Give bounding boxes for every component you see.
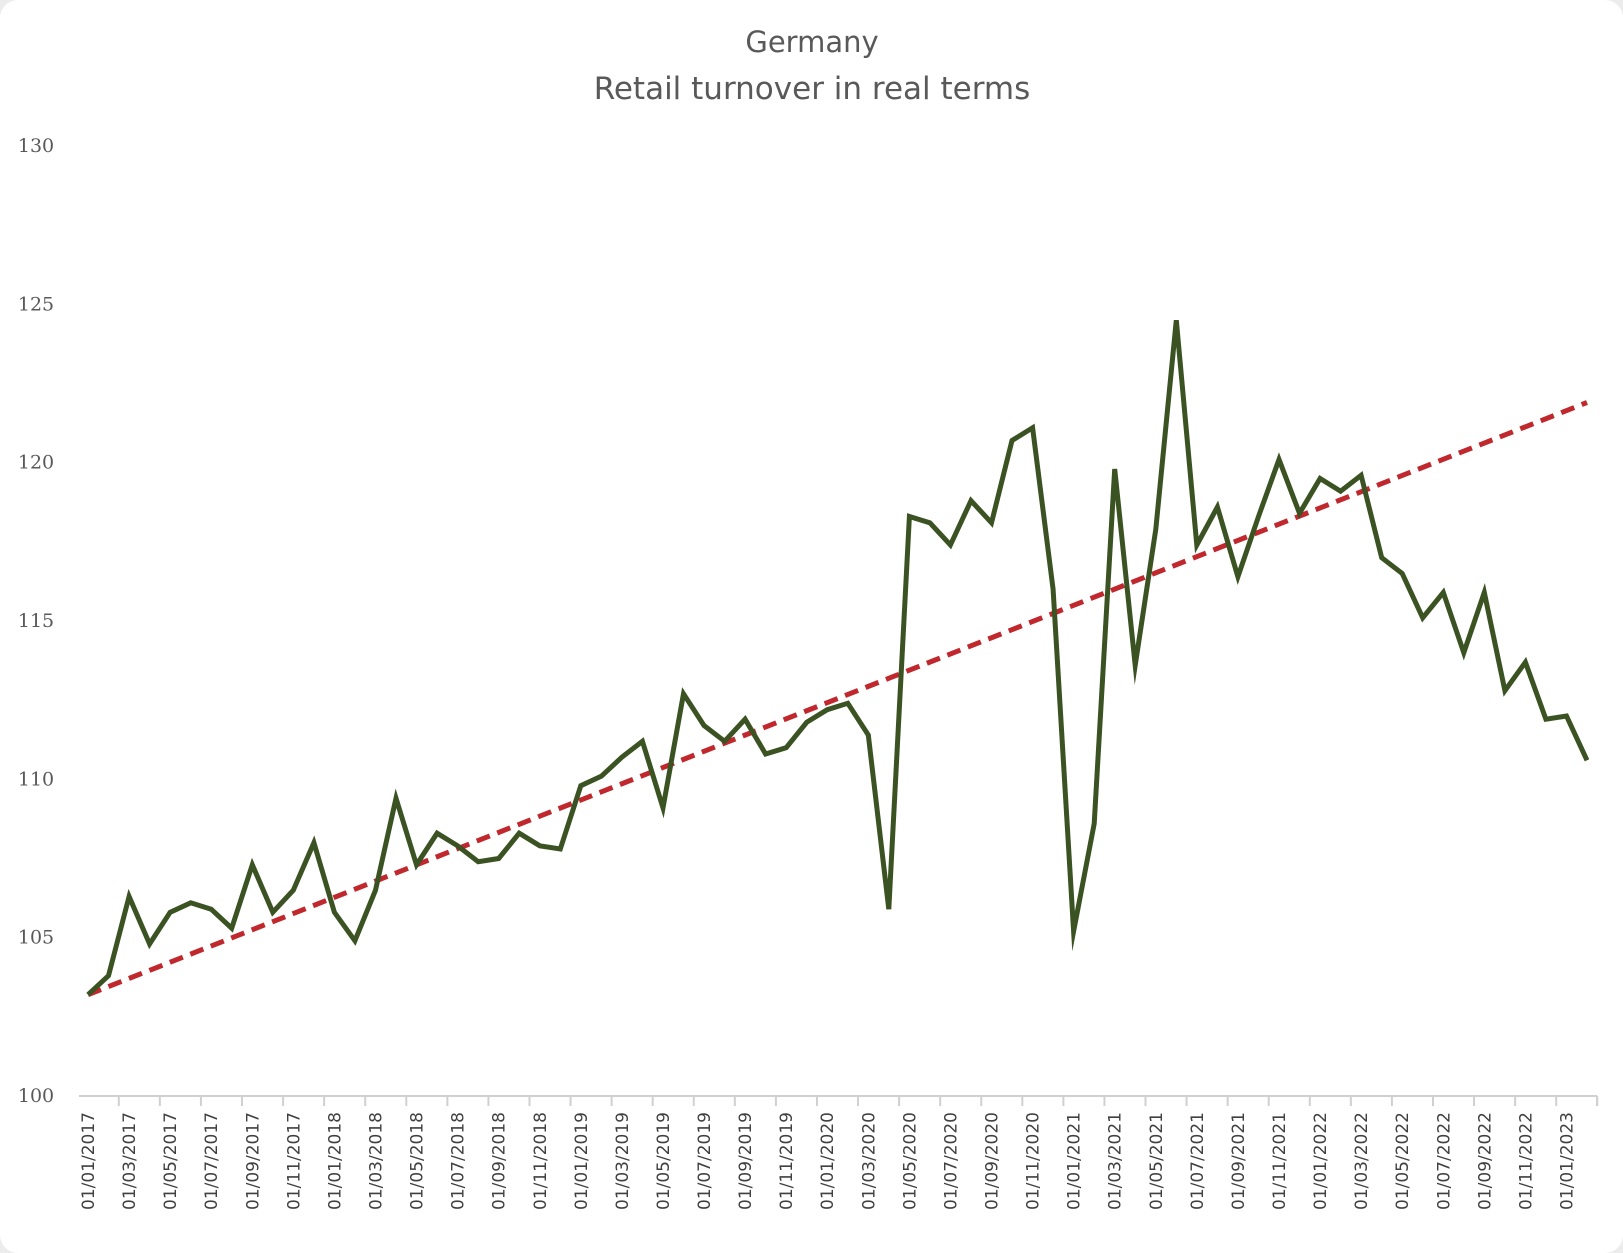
x-tick-label: 01/11/2020 bbox=[1024, 1112, 1044, 1210]
x-tick-label: 01/01/2023 bbox=[1557, 1112, 1577, 1210]
y-tick-label: 120 bbox=[18, 452, 54, 474]
y-axis-tick-labels: 100 105 110 115 120 125 130 bbox=[18, 135, 54, 1107]
series-line bbox=[86, 319, 1590, 997]
x-tick-label: 01/05/2020 bbox=[900, 1112, 920, 1210]
x-tick-label: 01/11/2022 bbox=[1516, 1112, 1536, 1210]
x-tick-label: 01/11/2019 bbox=[777, 1112, 797, 1210]
x-tick-label: 01/11/2017 bbox=[284, 1112, 304, 1210]
x-tick-label: 01/03/2021 bbox=[1106, 1112, 1126, 1210]
x-tick-label: 01/07/2019 bbox=[695, 1112, 715, 1210]
x-tick-label: 01/03/2018 bbox=[366, 1112, 386, 1210]
x-tick-label: 01/01/2018 bbox=[325, 1112, 345, 1210]
x-tick-label: 01/05/2022 bbox=[1393, 1112, 1413, 1210]
x-tick-label: 01/05/2018 bbox=[408, 1112, 428, 1210]
chart-title: Germany bbox=[745, 25, 878, 59]
y-tick-label: 125 bbox=[18, 293, 54, 315]
x-axis-ticks bbox=[117, 1096, 1599, 1106]
x-tick-label: 01/01/2021 bbox=[1065, 1112, 1085, 1210]
series-layer bbox=[86, 319, 1590, 997]
x-tick-label: 01/07/2021 bbox=[1188, 1112, 1208, 1210]
x-tick-label: 01/01/2019 bbox=[572, 1112, 592, 1210]
x-tick-label: 01/09/2021 bbox=[1229, 1112, 1249, 1210]
x-tick-label: 01/07/2017 bbox=[202, 1112, 222, 1210]
y-tick-label: 130 bbox=[18, 135, 54, 157]
x-tick-label: 01/07/2018 bbox=[449, 1112, 469, 1210]
x-tick-label: 01/09/2018 bbox=[490, 1112, 510, 1210]
x-tick-label: 01/05/2017 bbox=[161, 1112, 181, 1210]
y-tick-label: 100 bbox=[18, 1085, 54, 1107]
x-tick-label: 01/03/2019 bbox=[613, 1112, 633, 1210]
x-tick-label: 01/07/2022 bbox=[1434, 1112, 1454, 1210]
x-tick-label: 01/07/2020 bbox=[941, 1112, 961, 1210]
y-tick-label: 105 bbox=[18, 927, 54, 949]
x-tick-label: 01/01/2022 bbox=[1311, 1112, 1331, 1210]
x-tick-label: 01/09/2017 bbox=[243, 1112, 263, 1210]
x-tick-label: 01/03/2020 bbox=[859, 1112, 879, 1210]
x-tick-label: 01/05/2021 bbox=[1147, 1112, 1167, 1210]
chart-subtitle: Retail turnover in real terms bbox=[594, 71, 1031, 107]
x-tick-label: 01/09/2020 bbox=[983, 1112, 1003, 1210]
trend-line bbox=[87, 400, 1588, 997]
x-tick-label: 01/09/2022 bbox=[1475, 1112, 1495, 1210]
x-tick-label: 01/03/2022 bbox=[1352, 1112, 1372, 1210]
x-tick-label: 01/11/2018 bbox=[531, 1112, 551, 1210]
y-tick-label: 115 bbox=[18, 610, 54, 632]
x-tick-label: 01/11/2021 bbox=[1270, 1112, 1290, 1210]
x-tick-label: 01/03/2017 bbox=[120, 1112, 140, 1210]
y-tick-label: 110 bbox=[18, 768, 54, 790]
x-tick-label: 01/05/2019 bbox=[654, 1112, 674, 1210]
x-tick-label: 01/01/2017 bbox=[79, 1112, 99, 1210]
x-tick-label: 01/01/2020 bbox=[818, 1112, 838, 1210]
x-axis-tick-labels: 01/01/2017 01/03/2017 01/05/2017 01/07/2017… bbox=[79, 1112, 1577, 1210]
x-tick-label: 01/09/2019 bbox=[736, 1112, 756, 1210]
